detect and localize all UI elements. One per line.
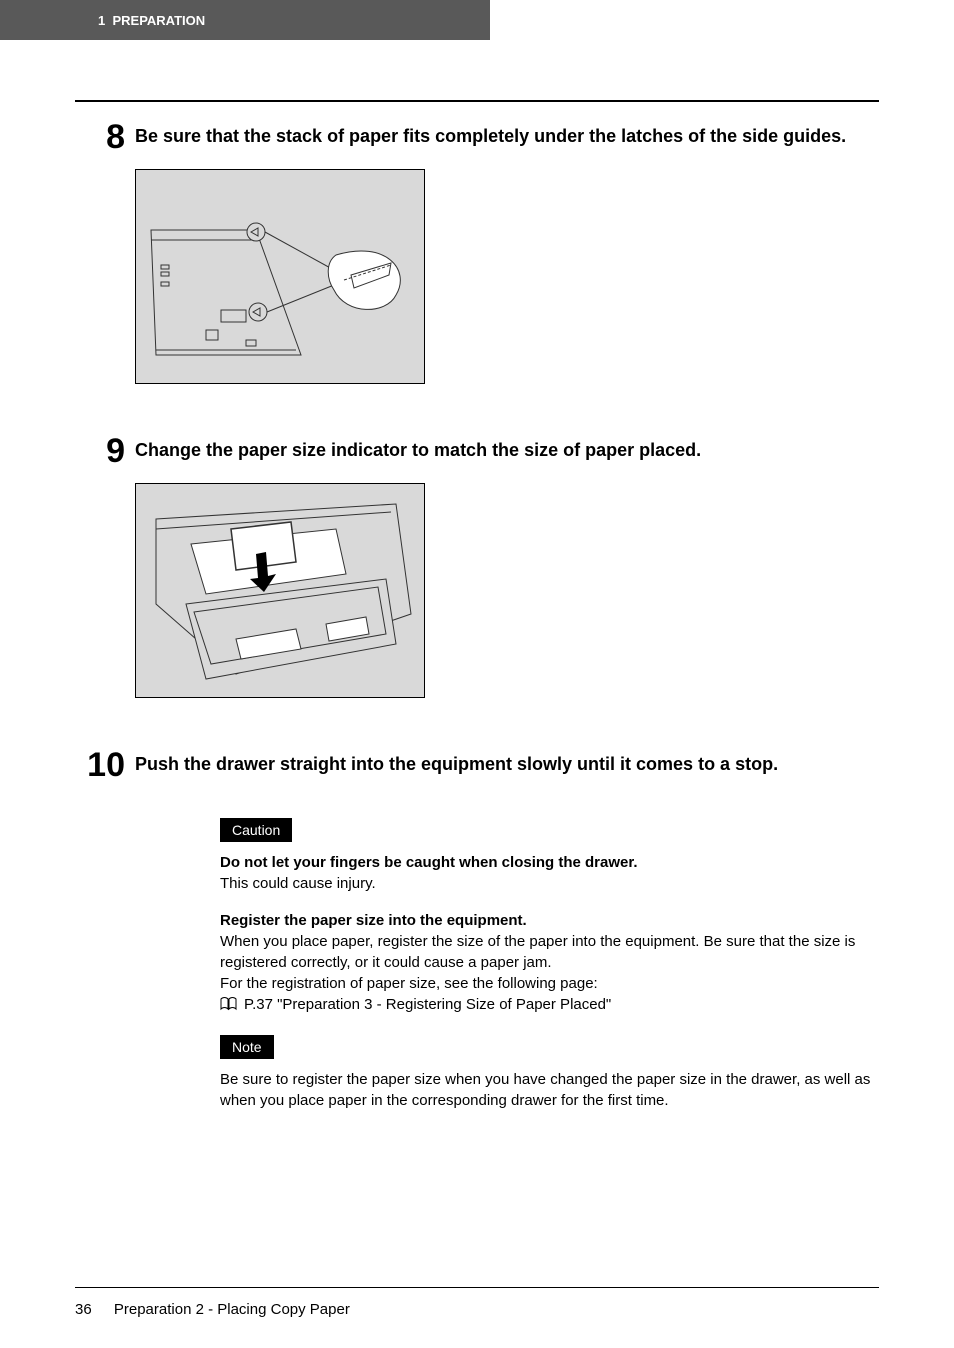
chapter-title: PREPARATION (112, 13, 205, 28)
step-10-body: Caution Do not let your fingers be caugh… (220, 818, 879, 1111)
caution-bold: Do not let your fingers be caught when c… (220, 854, 638, 871)
register-line2: For the registration of paper size, see … (220, 975, 598, 992)
cross-reference-text: P.37 "Preparation 3 - Registering Size o… (244, 994, 611, 1015)
step-content: Push the drawer straight into the equipm… (135, 748, 879, 797)
caution-text: Do not let your fingers be caught when c… (220, 852, 879, 894)
step-number: 10 (75, 748, 125, 782)
step-heading: Push the drawer straight into the equipm… (135, 752, 879, 777)
step-heading: Be sure that the stack of paper fits com… (135, 124, 879, 149)
indicator-diagram-svg (136, 484, 425, 698)
caution-body: This could cause injury. (220, 875, 376, 892)
footer-rule (75, 1287, 879, 1288)
register-block: Register the paper size into the equipme… (220, 910, 879, 1015)
register-heading: Register the paper size into the equipme… (220, 912, 527, 929)
page-footer: 36 Preparation 2 - Placing Copy Paper (75, 1301, 350, 1318)
chapter-number: 1 (98, 13, 105, 28)
step-number: 8 (75, 120, 125, 154)
register-line1: When you place paper, register the size … (220, 933, 855, 971)
note-body: Be sure to register the paper size when … (220, 1069, 879, 1111)
chapter-header-tab: 1 PREPARATION (0, 0, 490, 40)
page-number: 36 (75, 1301, 92, 1318)
step-content: Change the paper size indicator to match… (135, 434, 879, 728)
step-8: 8 Be sure that the stack of paper fits c… (75, 120, 879, 414)
step-content: Be sure that the stack of paper fits com… (135, 120, 879, 414)
step-heading: Change the paper size indicator to match… (135, 438, 879, 463)
page-content: 8 Be sure that the stack of paper fits c… (75, 100, 879, 1127)
note-block: Note Be sure to register the paper size … (220, 1035, 879, 1111)
footer-section-title: Preparation 2 - Placing Copy Paper (114, 1301, 350, 1318)
book-icon (220, 997, 238, 1011)
step-number: 9 (75, 434, 125, 468)
latch-diagram-svg (136, 170, 425, 384)
caution-label: Caution (220, 818, 292, 842)
step-9: 9 Change the paper size indicator to mat… (75, 434, 879, 728)
figure-size-indicator (135, 483, 425, 698)
figure-paper-latches (135, 169, 425, 384)
step-10: 10 Push the drawer straight into the equ… (75, 748, 879, 797)
top-horizontal-rule (75, 100, 879, 102)
chapter-label: 1 PREPARATION (98, 13, 205, 28)
note-label: Note (220, 1035, 274, 1059)
cross-reference-link[interactable]: P.37 "Preparation 3 - Registering Size o… (220, 994, 879, 1015)
